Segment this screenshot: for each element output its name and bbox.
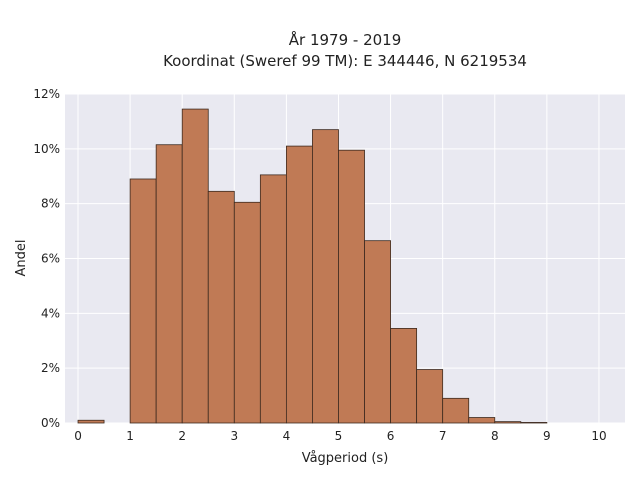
histogram-bar xyxy=(520,422,548,424)
y-tick-label: 2% xyxy=(41,361,60,375)
x-tick-label: 10 xyxy=(591,429,606,443)
histogram-bar xyxy=(181,108,209,424)
histogram-bar xyxy=(494,421,522,424)
histogram-bar xyxy=(468,417,496,424)
chart-title-line-1: År 1979 - 2019 xyxy=(289,30,402,49)
x-tick-labels: 0 1 2 3 4 5 6 7 8 9 10 xyxy=(74,429,606,443)
bars xyxy=(77,108,548,424)
y-tick-label: 8% xyxy=(41,197,60,211)
chart-title-line-2: Koordinat (Sweref 99 TM): E 344446, N 62… xyxy=(163,52,527,70)
histogram-bar xyxy=(77,419,105,424)
x-tick-label: 7 xyxy=(439,429,447,443)
y-tick-label: 4% xyxy=(41,306,60,320)
histogram-bar xyxy=(416,369,444,424)
x-tick-label: 2 xyxy=(178,429,186,443)
x-tick-label: 1 xyxy=(126,429,134,443)
x-tick-label: 4 xyxy=(283,429,291,443)
histogram-bar xyxy=(390,328,418,424)
x-tick-label: 8 xyxy=(491,429,499,443)
y-axis-label: Andel xyxy=(14,240,29,277)
histogram-bar xyxy=(442,397,470,424)
histogram-bar xyxy=(233,201,261,424)
histogram-bar xyxy=(129,178,157,424)
x-tick-label: 5 xyxy=(335,429,343,443)
y-tick-label: 6% xyxy=(41,252,60,266)
histogram-bar xyxy=(259,174,287,424)
histogram-bar xyxy=(155,144,183,424)
y-tick-label: 12% xyxy=(33,87,60,101)
x-tick-label: 6 xyxy=(387,429,395,443)
histogram-bar xyxy=(312,129,339,424)
y-tick-label: 10% xyxy=(33,142,60,156)
y-tick-label: 0% xyxy=(41,416,60,430)
histogram-bar xyxy=(364,240,391,424)
x-tick-label: 0 xyxy=(74,429,82,443)
x-tick-label: 3 xyxy=(230,429,238,443)
histogram-bar xyxy=(207,190,235,424)
y-tick-labels: 0% 2% 4% 6% 8% 10% 12% xyxy=(33,87,60,430)
x-axis-label: Vågperiod (s) xyxy=(302,451,389,466)
histogram-bar xyxy=(285,145,313,424)
x-tick-label: 9 xyxy=(543,429,551,443)
histogram-bar xyxy=(338,149,365,424)
